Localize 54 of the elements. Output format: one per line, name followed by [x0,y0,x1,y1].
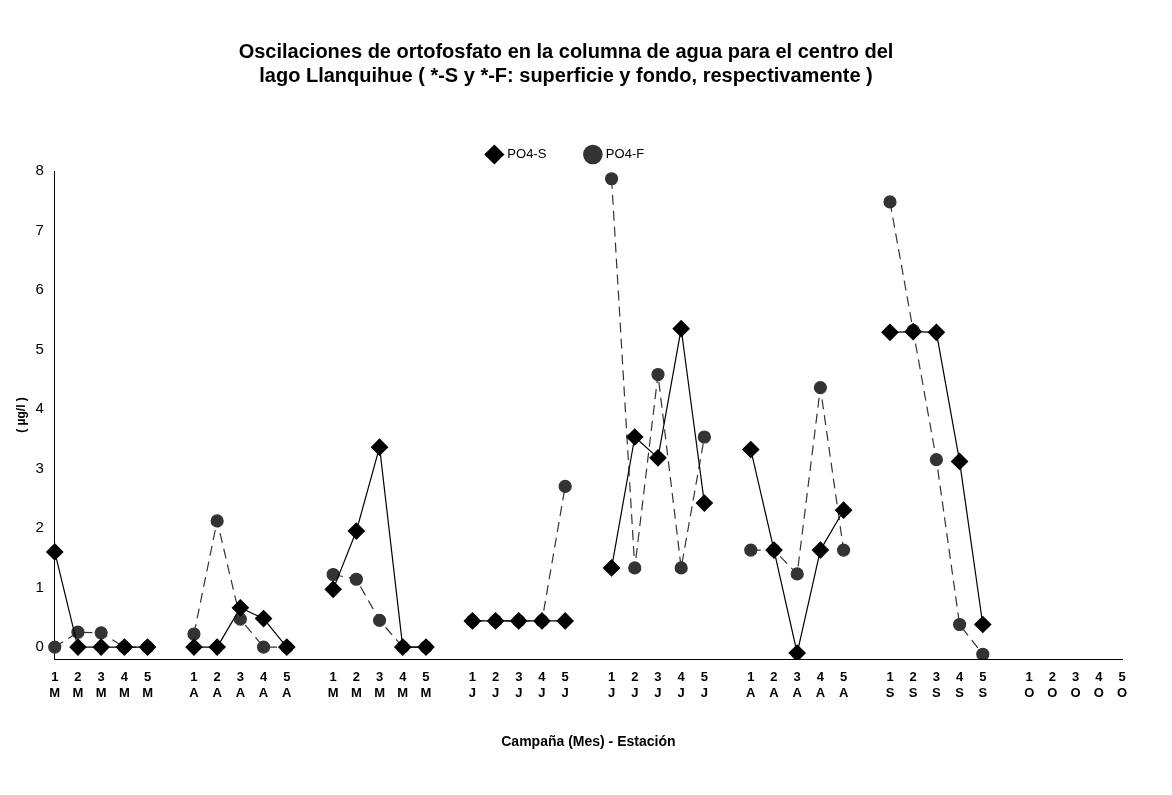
x-tick-label: 1 J [468,669,476,700]
x-tick-label: 2 M [72,669,84,700]
y-axis-title: ( µg/l ) [13,397,28,433]
x-tick-label: 2 A [769,669,780,700]
x-tick-label: 4 S [955,669,965,700]
y-tick-label: 6 [35,280,44,298]
x-tick-label: 2 J [491,669,500,700]
x-tick-label: 2 S [908,669,918,700]
x-tick-label: 3 J [515,669,523,700]
y-tick-label: 3 [35,458,44,476]
x-tick-label: 2 A [212,669,223,700]
x-tick-label: 1 A [189,669,200,700]
x-tick-label: 3 J [654,669,662,700]
x-tick-label: 4 J [538,669,547,700]
x-tick-label: 1 S [885,669,895,700]
x-tick-label: 5 A [838,669,849,700]
x-tick-label: 3 A [235,669,246,700]
x-tick-label: 2 M [350,669,362,700]
x-tick-label: 5 J [561,669,569,700]
x-tick-label: 5 O [1116,669,1128,700]
x-tick-label: 1 M [327,669,339,700]
x-tick-label: 1 O [1024,669,1035,700]
x-tick-label: 2 J [631,669,639,700]
legend-label: PO4-F [605,146,645,162]
x-tick-label: 4 M [118,669,130,700]
y-tick-label: 7 [35,220,44,238]
x-axis-title: Campaña (Mes) - Estación [501,733,676,750]
x-tick-label: 5 M [420,669,432,700]
x-tick-label: 4 A [815,669,826,700]
x-tick-label: 3 M [374,669,385,700]
x-tick-label: 4 A [258,669,269,700]
x-tick-label: 3 A [792,669,803,700]
x-tick-label: 5 M [142,669,153,700]
x-tick-label: 2 O [1047,669,1058,700]
x-tick-label: 4 O [1093,669,1104,700]
x-tick-label: 3 S [932,669,942,700]
x-tick-label: 5 J [700,669,708,700]
x-tick-label: 4 J [677,669,686,700]
x-tick-label: 4 M [397,669,409,700]
x-tick-label: 3 O [1070,669,1081,700]
y-tick-label: 5 [35,339,44,357]
y-tick-label: 0 [35,637,44,655]
y-tick-label: 8 [35,161,44,179]
y-tick-label: 2 [35,518,44,536]
x-tick-label: 1 A [746,669,757,700]
legend-label: PO4-S [507,146,547,162]
x-tick-label: 3 M [95,669,107,700]
x-tick-label: 5 A [282,669,293,700]
y-tick-label: 4 [35,399,44,417]
chart-title: Oscilaciones de ortofosfato en la columna de agua para el centro del lago Llanquihue ( *-S y *-F: superficie y fondo, respectivamente ) [238,39,894,86]
x-tick-label: 1 J [607,669,616,700]
x-tick-label: 5 S [978,669,988,700]
y-tick-label: 1 [35,577,44,595]
x-tick-label: 1 M [49,669,61,700]
